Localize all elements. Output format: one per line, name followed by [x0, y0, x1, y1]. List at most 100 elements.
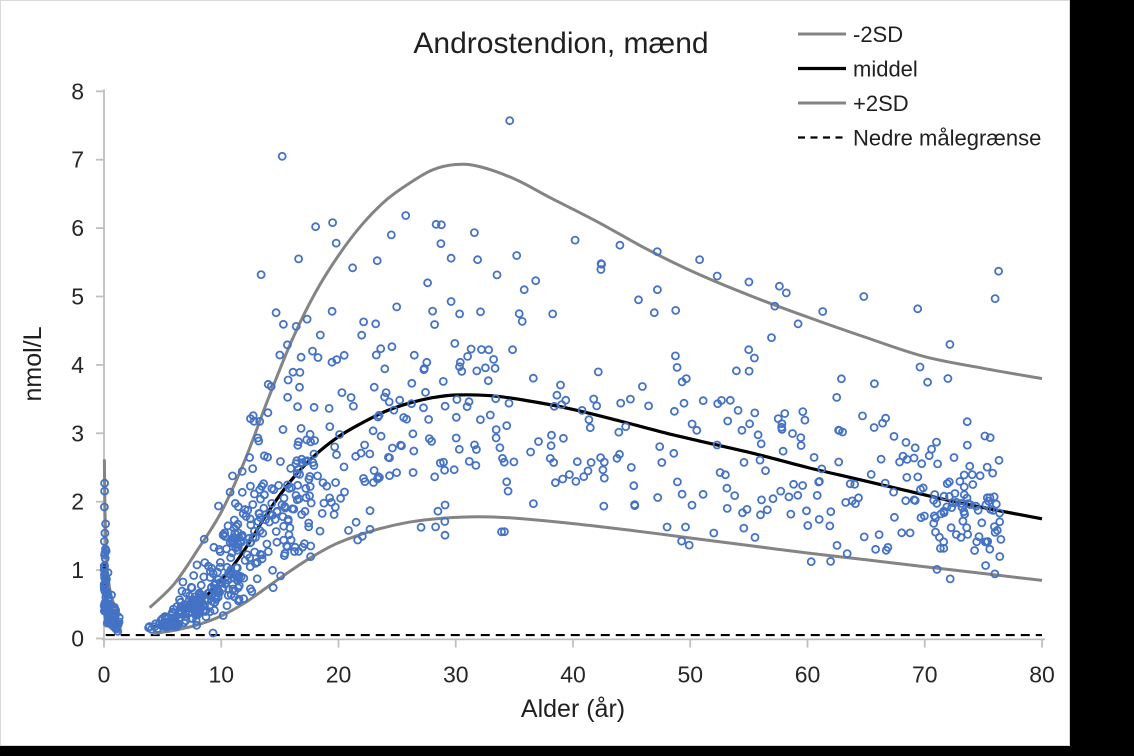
data-point: [475, 415, 485, 425]
data-point: [489, 354, 499, 364]
data-point: [644, 401, 653, 411]
data-point: [803, 521, 813, 530]
data-point: [237, 487, 247, 497]
data-point: [809, 452, 819, 462]
data-point: [753, 430, 763, 440]
data-point: [175, 607, 185, 616]
data-point: [337, 388, 347, 398]
data-point: [346, 393, 356, 402]
data-point: [585, 423, 595, 433]
data-point: [980, 431, 990, 441]
data-point: [99, 562, 109, 572]
data-point: [259, 490, 269, 500]
data-point: [313, 471, 323, 481]
data-point: [282, 340, 292, 350]
data-point: [842, 549, 852, 558]
data-point: [222, 601, 232, 610]
data-point: [322, 481, 332, 491]
data-point: [348, 401, 358, 411]
data-point: [241, 512, 251, 521]
chart-canvas: 0 10 20 30 40 50 60 70 80 0 1 2 3 4 5 6 7 8 Androstendion…: [0, 0, 1070, 746]
data-point: [880, 478, 890, 488]
data-point: [933, 459, 942, 469]
data-point: [959, 470, 969, 480]
data-point: [296, 423, 306, 433]
data-point: [427, 436, 437, 446]
data-point: [994, 266, 1003, 276]
data-point: [874, 530, 884, 539]
data-point: [826, 557, 835, 566]
data-point: [371, 319, 381, 329]
data-point: [476, 307, 485, 317]
data-point: [859, 532, 869, 542]
data-point: [798, 407, 808, 417]
data-point: [311, 222, 321, 232]
data-point: [529, 499, 538, 509]
data-point: [505, 116, 515, 126]
data-point: [762, 505, 772, 515]
data-point: [351, 517, 361, 527]
data-point: [101, 519, 110, 529]
data-point: [786, 509, 796, 519]
data-point: [655, 442, 665, 452]
data-point: [677, 489, 687, 499]
data-point: [236, 572, 246, 582]
data-point: [598, 465, 608, 475]
data-point: [218, 611, 228, 620]
data-point: [440, 465, 450, 475]
data-point: [480, 363, 490, 373]
data-point: [419, 365, 429, 375]
data-point: [464, 397, 474, 407]
data-point: [214, 501, 223, 511]
data-point: [292, 468, 302, 478]
data-point: [215, 558, 225, 567]
data-point: [796, 441, 806, 450]
data-point: [897, 528, 907, 538]
data-point: [777, 422, 786, 432]
data-point: [399, 413, 409, 422]
data-point: [653, 493, 663, 502]
data-point: [178, 577, 188, 587]
data-point: [435, 458, 445, 468]
data-point: [309, 402, 319, 412]
data-point: [196, 580, 206, 590]
data-point: [612, 453, 622, 463]
data-point: [395, 395, 405, 405]
plot-area: 0 10 20 30 40 50 60 70 80 0 1 2 3 4 5 6 7 8: [71, 78, 1055, 687]
data-point: [492, 270, 502, 280]
data-point: [215, 587, 225, 597]
data-point: [247, 587, 257, 596]
data-point: [949, 453, 959, 462]
data-point: [909, 495, 919, 505]
data-point: [380, 364, 390, 374]
data-point: [616, 398, 626, 408]
data-point: [508, 345, 518, 355]
data-point: [227, 548, 237, 558]
data-point: [558, 474, 568, 484]
data-point: [825, 521, 835, 531]
data-point: [968, 480, 978, 489]
data-point: [944, 477, 954, 487]
data-point: [549, 401, 559, 411]
data-point: [775, 281, 784, 291]
data-point: [463, 351, 473, 361]
x-tick-label: 70: [912, 662, 938, 688]
data-point: [175, 595, 184, 604]
data-point: [910, 443, 920, 453]
data-point: [245, 481, 255, 491]
data-point: [431, 522, 441, 532]
data-point: [723, 416, 733, 426]
data-point: [376, 431, 386, 441]
data-point: [477, 345, 486, 354]
data-point: [191, 616, 201, 626]
data-point: [263, 547, 273, 556]
data-point: [918, 483, 928, 493]
data-point: [294, 547, 304, 556]
data-point: [248, 411, 258, 421]
data-point: [292, 456, 302, 466]
y-tick-label: 0: [71, 626, 84, 652]
data-point: [974, 532, 984, 541]
data-point: [570, 235, 580, 245]
data-point: [387, 342, 397, 352]
data-point: [248, 500, 258, 509]
